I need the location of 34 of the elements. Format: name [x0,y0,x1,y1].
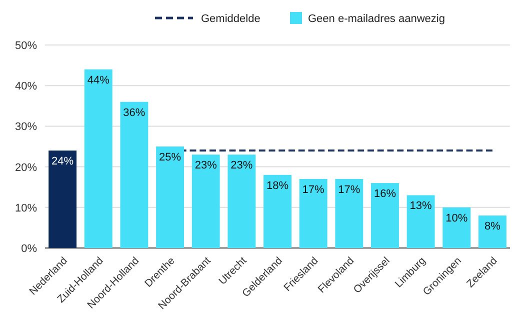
data-label: 13% [410,200,432,212]
y-tick-label: 0% [21,243,38,255]
y-tick-label: 50% [14,40,38,52]
y-tick-label: 10% [14,202,38,214]
bar [406,195,435,248]
data-label: 25% [159,152,182,164]
bar [192,154,220,248]
bar [299,178,328,248]
legend-label: Geen e-mailadres aanwezig [308,13,445,25]
bar [264,174,292,248]
bar [335,178,364,248]
data-label: 44% [87,74,110,86]
legend-label: Gemiddelde [201,13,260,25]
y-tick-label: 30% [14,121,38,134]
data-label: 23% [194,160,218,172]
data-label: 16% [374,188,396,200]
bar [371,183,399,248]
data-label: 10% [446,212,468,224]
data-label: 23% [230,160,253,172]
data-label: 36% [123,106,146,119]
bar [228,154,256,248]
bar [478,216,506,248]
data-label: 17% [302,184,325,196]
y-tick-label: 20% [14,162,38,174]
bar [442,207,471,248]
y-tick-label: 40% [14,80,38,93]
bar [156,146,184,248]
data-label: 18% [266,180,289,192]
bar [120,102,148,248]
data-label: 24% [52,156,74,168]
data-label: 17% [338,184,360,196]
bar [48,150,77,248]
data-label: 8% [484,220,501,233]
bar [84,69,112,248]
